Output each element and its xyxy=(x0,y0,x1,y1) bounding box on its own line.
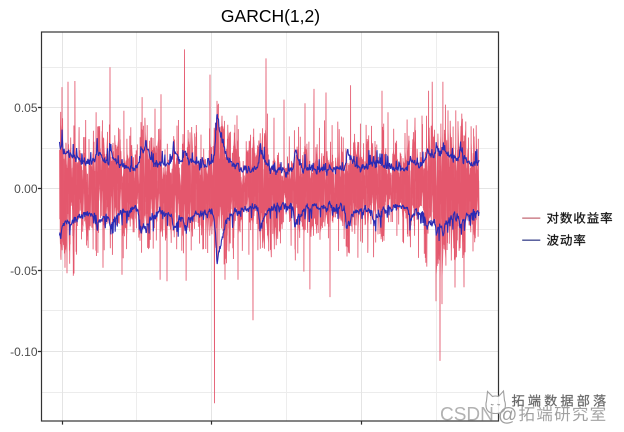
svg-text:GARCH(1,2): GARCH(1,2) xyxy=(221,6,320,26)
svg-text:0.00: 0.00 xyxy=(14,182,38,196)
svg-text:0.05: 0.05 xyxy=(14,101,38,115)
svg-text:-0.05: -0.05 xyxy=(10,264,38,278)
svg-text:-0.10: -0.10 xyxy=(10,345,38,359)
svg-text:CSDN: CSDN xyxy=(440,405,494,426)
svg-text:@: @ xyxy=(498,405,517,426)
